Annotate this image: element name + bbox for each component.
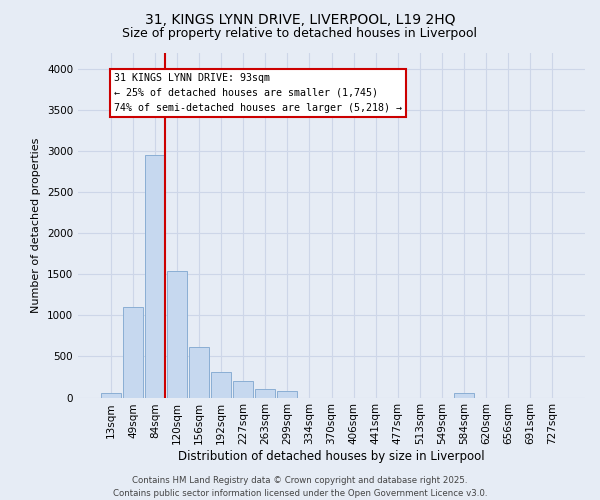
Bar — [101, 392, 121, 398]
Bar — [145, 155, 165, 398]
Text: Size of property relative to detached houses in Liverpool: Size of property relative to detached ho… — [122, 28, 478, 40]
Bar — [233, 380, 253, 398]
Text: 31 KINGS LYNN DRIVE: 93sqm
← 25% of detached houses are smaller (1,745)
74% of s: 31 KINGS LYNN DRIVE: 93sqm ← 25% of deta… — [114, 73, 402, 112]
Text: Contains HM Land Registry data © Crown copyright and database right 2025.
Contai: Contains HM Land Registry data © Crown c… — [113, 476, 487, 498]
Bar — [123, 307, 143, 398]
Bar — [211, 372, 231, 398]
Y-axis label: Number of detached properties: Number of detached properties — [31, 138, 41, 312]
Bar — [256, 390, 275, 398]
X-axis label: Distribution of detached houses by size in Liverpool: Distribution of detached houses by size … — [178, 450, 485, 463]
Bar — [277, 391, 298, 398]
Bar — [454, 393, 474, 398]
Text: 31, KINGS LYNN DRIVE, LIVERPOOL, L19 2HQ: 31, KINGS LYNN DRIVE, LIVERPOOL, L19 2HQ — [145, 12, 455, 26]
Bar — [189, 348, 209, 398]
Bar — [167, 271, 187, 398]
